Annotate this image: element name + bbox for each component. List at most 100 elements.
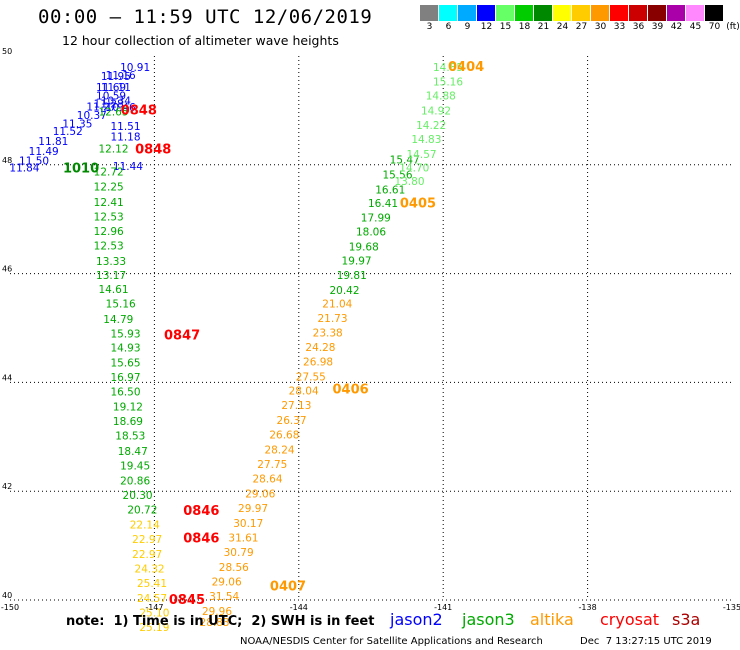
swh-value-jason2: 11.84	[9, 163, 39, 175]
swh-value-cryosat: 24.57	[137, 593, 167, 605]
swh-value-jason2: 11.69	[96, 82, 126, 94]
legend-swatch-42	[667, 5, 686, 21]
pass-time-label: 0846	[183, 504, 219, 519]
swh-value-jason3: 12.72	[94, 166, 124, 178]
swh-value-altika: 21.73	[317, 313, 347, 325]
swh-value-jason3-light: 14.88	[426, 91, 456, 103]
swh-value-jason2: 11.50	[19, 155, 49, 167]
swh-value-cryosat: 24.32	[135, 563, 165, 575]
legend-label-36: 36	[632, 22, 645, 32]
legend-swatch-6	[439, 5, 458, 21]
legend-label-33: 33	[613, 22, 626, 32]
swh-value-altika: 29.96	[202, 606, 232, 618]
swh-value-jason3: 14.79	[103, 314, 133, 326]
legend-swatch-39	[648, 5, 667, 21]
swh-value-altika: 26.37	[277, 415, 307, 427]
pass-time-label: 0848	[121, 103, 157, 118]
legend-label-3: 3	[426, 22, 433, 32]
swh-value-jason2: 11.81	[38, 136, 68, 148]
swh-value-jason3: 12.96	[94, 226, 124, 238]
swh-value-jason3: 18.53	[115, 431, 145, 443]
swh-value-jason2: 11.18	[110, 132, 140, 144]
swh-value-jason2: 10.46	[106, 102, 136, 114]
swh-value-jason3: 18.69	[113, 416, 143, 428]
swh-value-altika: 23.38	[313, 327, 343, 339]
satellite-cryosat: cryosat	[600, 610, 660, 629]
swh-value-altika: 26.98	[303, 357, 333, 369]
swh-value-altika: 30.17	[233, 518, 263, 530]
swh-value-jason3: 17.99	[361, 213, 391, 225]
color-legend-bar	[420, 5, 724, 21]
chart-subtitle: 12 hour collection of altimeter wave hei…	[62, 33, 339, 48]
legend-swatch-3	[420, 5, 439, 21]
swh-value-jason3: 20.42	[329, 285, 359, 297]
legend-label-6: 6	[445, 22, 452, 32]
y-tick-label: 50	[2, 47, 12, 56]
x-tick-label: -141	[434, 603, 452, 612]
swh-value-jason3-light: 14.22	[416, 120, 446, 132]
swh-value-jason3: 12.53	[94, 240, 124, 252]
swh-value-jason3: 19.81	[337, 270, 367, 282]
legend-swatch-18	[515, 5, 534, 21]
swh-value-jason3: 15.65	[110, 357, 140, 369]
legend-label-9: 9	[464, 22, 471, 32]
footer: note: 1) Time is in UTC; 2) SWH is in fe…	[0, 606, 740, 650]
swh-value-jason2: 10.37	[77, 110, 107, 122]
swh-value-jason2: 11.52	[53, 126, 83, 138]
swh-value-jason3: 15.93	[110, 328, 140, 340]
legend-label-45: 45	[689, 22, 702, 32]
swh-value-altika: 27.55	[296, 371, 326, 383]
x-tick-label: -147	[145, 603, 163, 612]
swh-value-jason3: 16.61	[375, 184, 405, 196]
pass-time-label: 0848	[135, 142, 171, 157]
swh-value-jason3: 18.47	[118, 446, 148, 458]
color-legend-labels: 3 6 9 12 15 18 21 24 27 30 33 36 39 42 45 70 (ft)	[420, 22, 740, 34]
legend-label-21: 21	[537, 22, 550, 32]
swh-value-cryosat: 25.10	[139, 608, 169, 620]
swh-value-jason3-light: 15.16	[433, 77, 463, 89]
swh-value-jason3: 14.61	[98, 284, 128, 296]
swh-value-jason3-light: 14.92	[421, 105, 451, 117]
swh-value-jason2: 11.16	[106, 70, 136, 82]
swh-value-jason3: 19.12	[113, 401, 143, 413]
swh-value-jason3-light: 14.83	[411, 134, 441, 146]
swh-value-altika: 31.61	[228, 532, 258, 544]
swh-value-jason3-light: 13.80	[394, 176, 424, 188]
pass-time-label: 0405	[400, 196, 436, 211]
swh-value-jason3: 12.65	[98, 106, 128, 118]
swh-value-jason3: 20.72	[127, 505, 157, 517]
swh-value-jason3: 18.06	[356, 227, 386, 239]
swh-value-jason3: 13.33	[96, 256, 126, 268]
swh-value-altika: 27.75	[257, 459, 287, 471]
swh-value-altika: 29.97	[238, 503, 268, 515]
x-tick-label: -144	[290, 603, 308, 612]
swh-value-altika: 30.79	[224, 547, 254, 559]
swh-value-jason3: 19.68	[349, 241, 379, 253]
credit-text: NOAA/NESDIS Center for Satellite Applica…	[240, 636, 543, 647]
legend-swatch-15	[496, 5, 515, 21]
swh-value-altika: 29.06	[245, 488, 275, 500]
swh-value-jason3-light: 14.57	[407, 149, 437, 161]
pass-time-label: 0407	[270, 579, 306, 594]
legend-swatch-70	[705, 5, 724, 21]
footer-note: note: 1) Time is in UTC; 2) SWH is in fe…	[66, 614, 375, 629]
swh-value-jason3: 20.30	[123, 490, 153, 502]
swh-value-altika: 27.13	[281, 400, 311, 412]
swh-value-altika: 28.64	[252, 474, 282, 486]
swh-value-jason3: 12.53	[94, 211, 124, 223]
swh-value-altika: 29.06	[212, 577, 242, 589]
swh-value-jason2: 11.28	[94, 98, 124, 110]
swh-value-jason2: 11.27	[86, 102, 116, 114]
pass-time-label: 0847	[164, 329, 200, 344]
pass-time-label: 0845	[169, 593, 205, 608]
swh-value-jason3: 14.93	[110, 343, 140, 355]
swh-value-jason3: 16.50	[110, 387, 140, 399]
swh-value-altika: 28.56	[219, 562, 249, 574]
swh-value-cryosat: 22.14	[130, 519, 160, 531]
swh-value-jason3: 16.41	[368, 198, 398, 210]
legend-label-30: 30	[594, 22, 607, 32]
swh-value-jason3: 15.56	[382, 170, 412, 182]
swh-value-altika: 26.68	[269, 430, 299, 442]
satellite-jason3: jason3	[462, 610, 515, 629]
swh-value-altika: 31.54	[209, 591, 239, 603]
